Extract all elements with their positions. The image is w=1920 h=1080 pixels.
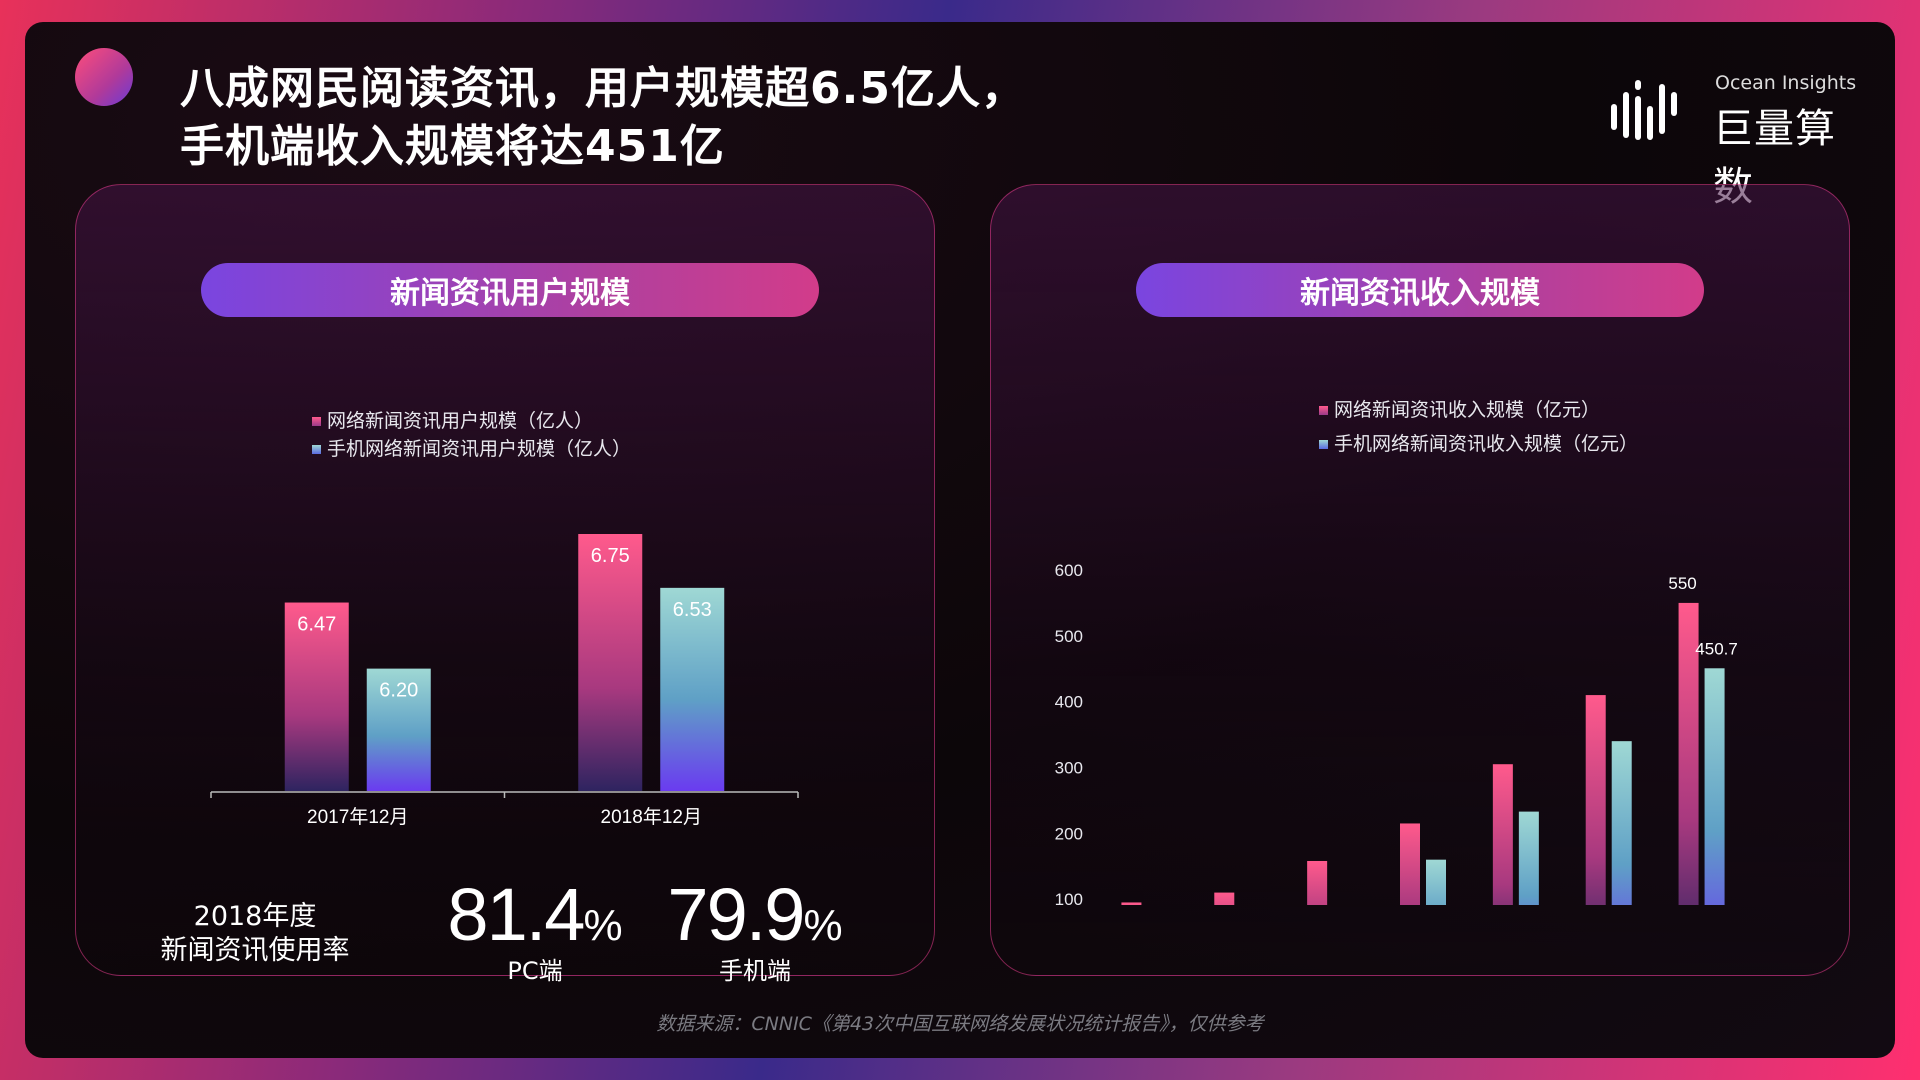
bar (1400, 823, 1420, 905)
y-tick-label: 200 (1055, 824, 1083, 843)
data-source-note: 数据来源：CNNIC《第43次中国互联网络发展状况统计报告》，仅供参考 (656, 1013, 1264, 1035)
x-tick-label: 2017年12月 (307, 806, 408, 828)
legend-label: 网络新闻资讯用户规模（亿人） (327, 410, 594, 432)
bar (1518, 811, 1539, 905)
usage-year: 2018年度 (193, 901, 317, 932)
bar (1704, 668, 1725, 905)
title-line-2: 手机端收入规模将达451亿 (180, 121, 725, 172)
pc-usage-stat: 81.4% PC端 (420, 872, 650, 986)
revenue-scale-bar-chart: 0100200300400500600201320142015201620172… (1055, 561, 1738, 905)
mobile-usage-stat: 79.9% 手机端 (640, 872, 870, 986)
waveform-logo-icon (1611, 80, 1677, 140)
user-scale-panel: 新闻资讯用户规模 网络新闻资讯用户规模（亿人） 手机网络新闻资讯用户规模（亿人）… (75, 184, 935, 976)
bar-data-label: 6.53 (673, 599, 712, 621)
pc-usage-unit: % (583, 901, 623, 950)
bar (1426, 859, 1446, 905)
pc-usage-caption: PC端 (507, 957, 563, 985)
mobile-usage-value: 79.9 (667, 873, 805, 956)
brand-logo: Ocean Insights 巨量算数 (1605, 66, 1865, 210)
revenue-scale-panel: 新闻资讯收入规模 网络新闻资讯收入规模（亿元） 手机网络新闻资讯收入规模（亿元）… (990, 184, 1850, 976)
bar-data-label: 6.20 (379, 680, 418, 702)
y-tick-label: 100 (1055, 890, 1083, 905)
y-tick-label: 300 (1055, 759, 1083, 778)
bar (1585, 695, 1606, 905)
legend-swatch-pink (1319, 406, 1328, 415)
decorative-dot (75, 48, 133, 106)
legend-label: 手机网络新闻资讯收入规模（亿元） (1334, 433, 1639, 455)
bar-data-label: 6.75 (591, 545, 630, 567)
bar (1611, 741, 1632, 905)
bar (660, 587, 725, 791)
legend-label: 手机网络新闻资讯用户规模（亿人） (327, 438, 632, 460)
bar (366, 668, 431, 791)
mobile-usage-unit: % (803, 901, 843, 950)
bar (1492, 764, 1513, 905)
legend-item: 网络新闻资讯收入规模（亿元） (1319, 393, 1638, 427)
title-line-1: 八成网民阅读资讯，用户规模超6.5亿人， (180, 63, 1026, 114)
brand-english-name: Ocean Insights (1715, 72, 1857, 94)
usage-title: 新闻资讯使用率 (160, 935, 350, 966)
legend-label: 网络新闻资讯收入规模（亿元） (1334, 399, 1601, 421)
panel-heading-user-scale: 新闻资讯用户规模 (201, 263, 819, 317)
bar-data-label: 450.7 (1695, 639, 1738, 658)
legend-swatch-pink (312, 417, 321, 426)
x-tick-label: 2018年12月 (601, 806, 702, 828)
slide-title: 八成网民阅读资讯，用户规模超6.5亿人， 手机端收入规模将达451亿 (180, 60, 1026, 176)
bar (1307, 860, 1328, 905)
y-tick-label: 500 (1055, 627, 1083, 646)
bar (578, 534, 643, 791)
bar-data-label: 6.47 (297, 614, 336, 636)
legend-item: 网络新闻资讯用户规模（亿人） (312, 407, 631, 435)
user-chart-legend: 网络新闻资讯用户规模（亿人） 手机网络新闻资讯用户规模（亿人） (312, 407, 631, 463)
pc-usage-value: 81.4 (447, 873, 585, 956)
mobile-usage-caption: 手机端 (719, 957, 791, 985)
legend-item: 手机网络新闻资讯收入规模（亿元） (1319, 427, 1638, 461)
legend-swatch-teal (1319, 440, 1328, 449)
panel-heading-revenue-scale: 新闻资讯收入规模 (1136, 263, 1704, 317)
bar (284, 602, 349, 791)
revenue-chart-legend: 网络新闻资讯收入规模（亿元） 手机网络新闻资讯收入规模（亿元） (1319, 393, 1638, 461)
bar (1678, 602, 1699, 905)
legend-item: 手机网络新闻资讯用户规模（亿人） (312, 435, 631, 463)
y-tick-label: 600 (1055, 561, 1083, 580)
legend-swatch-teal (312, 445, 321, 454)
y-tick-label: 400 (1055, 693, 1083, 712)
usage-rate-label: 2018年度 新闻资讯使用率 (155, 900, 355, 968)
bar-data-label: 550 (1668, 574, 1696, 593)
slide-frame: 八成网民阅读资讯，用户规模超6.5亿人， 手机端收入规模将达451亿 Ocean… (25, 22, 1895, 1058)
bar (1121, 902, 1142, 905)
bar (1214, 892, 1235, 905)
user-scale-bar-chart: 2017年12月 6.47 6.20 2018年12月 6.75 6.53 (210, 534, 799, 828)
